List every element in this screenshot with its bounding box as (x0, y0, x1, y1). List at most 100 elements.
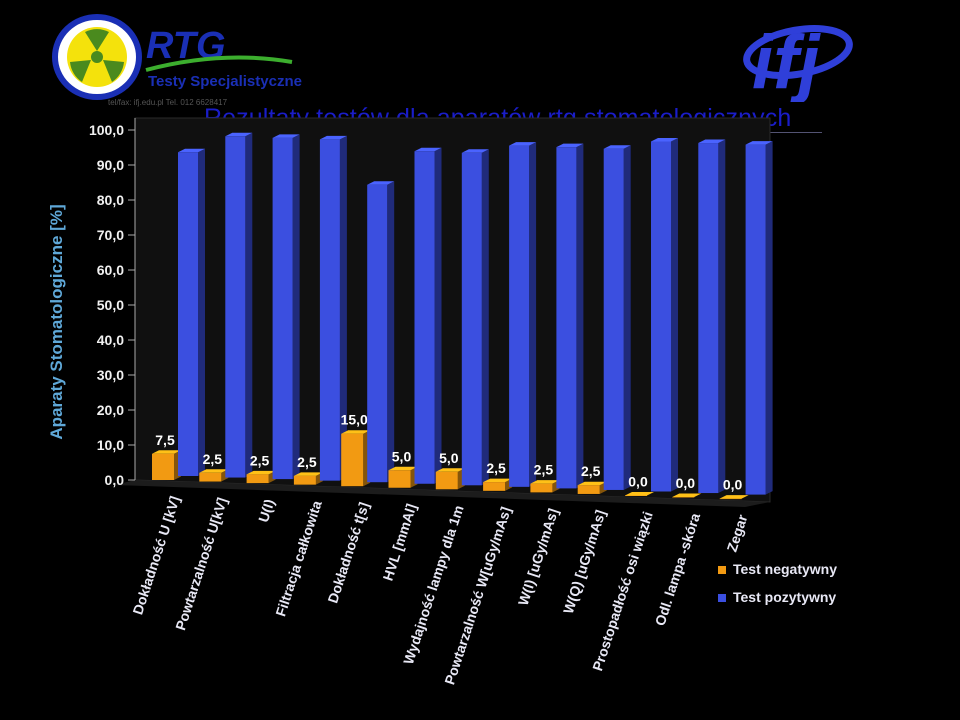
bar-positive-side (576, 143, 584, 489)
rtg-subtitle: Testy Specjalistyczne (148, 73, 302, 90)
x-tick-label: Filtracja całkowita (272, 498, 325, 618)
bar-positive-top (509, 142, 537, 146)
bar-positive-top (651, 138, 678, 142)
bar-positive-top (225, 132, 253, 137)
bar-positive-side (339, 135, 347, 481)
bar-negative (719, 498, 742, 500)
bar-positive-top (698, 139, 726, 144)
data-label-negative: 7,5 (155, 432, 175, 448)
bar-negative-top (152, 450, 181, 454)
x-tick-label: Odl. lampa -skóra (652, 511, 704, 628)
y-tick-label: 90,0 (97, 157, 124, 173)
legend-swatch (718, 566, 726, 574)
x-axis-labels: Dokładność U [kV]Powtarzalność U[kV] U(I)… (129, 494, 750, 687)
plot-floor (115, 480, 770, 507)
bar-positive-top (319, 135, 347, 140)
bar-positive-side (765, 141, 773, 495)
data-label-negative: 0,0 (628, 474, 648, 490)
bar-positive-side (529, 142, 537, 487)
bar-positive (745, 144, 766, 495)
bar-positive-top (367, 181, 395, 185)
bar-negative (199, 472, 222, 482)
ifj-brand: ifj (752, 20, 821, 102)
bar-negative (672, 497, 695, 498)
bar-negative (293, 475, 316, 485)
x-tick-label: W(Q) [uGy/mAs] (560, 508, 609, 616)
y-tick-label: 0,0 (105, 472, 125, 488)
bar-positive-top (414, 147, 442, 152)
bar-positive-side (671, 138, 678, 492)
bars: 7,5 2,5 2,5 2,5 15,0 5,0 5,0 2,5 2,5 2,5 0,0 0,0 0,0 (152, 132, 773, 500)
ifj-logo: ifj (743, 20, 853, 102)
data-label-negative: 2,5 (203, 451, 223, 467)
rtg-logo: RTG Testy Specjalistyczne tel/fax: ifj.e… (52, 14, 302, 107)
bar-positive-side (387, 181, 395, 483)
y-tick-label: 100,0 (89, 122, 124, 138)
data-label-negative: 0,0 (676, 475, 696, 491)
bar-negative-top (530, 480, 560, 484)
bar-positive (272, 137, 293, 480)
y-tick-label: 30,0 (97, 367, 124, 383)
x-tick-label: W(I) [uGy/mAs] (515, 506, 561, 607)
y-tick-label: 70,0 (97, 227, 124, 243)
bar-negative-top (199, 469, 229, 473)
bar-positive (556, 147, 577, 489)
data-label-negative: 5,0 (392, 448, 412, 464)
y-axis-title: Aparaty Stomatologiczne [%] (47, 204, 66, 439)
bar-positive-top (178, 148, 205, 153)
bar-positive (414, 151, 435, 484)
bar-positive-top (556, 143, 584, 148)
bar-positive-side (718, 139, 726, 494)
bar-positive-top (272, 134, 300, 138)
bar-negative-top (435, 468, 465, 472)
rtg-contact: tel/fax: ifj.edu.pl Tel. 012 6628417 (108, 98, 228, 107)
y-tick-label: 40,0 (97, 332, 124, 348)
y-tick-label: 80,0 (97, 192, 124, 208)
bar-negative (341, 433, 364, 487)
bar-negative (388, 470, 411, 488)
bar-negative (530, 483, 553, 493)
bar-positive (461, 152, 482, 486)
bar-negative-top (341, 430, 371, 434)
bar-negative-top (577, 481, 607, 486)
legend-swatch (718, 594, 726, 602)
bar-positive-side (623, 145, 631, 490)
y-tick-label: 10,0 (97, 437, 124, 453)
data-label-negative: 2,5 (297, 454, 317, 470)
data-label-negative: 2,5 (534, 462, 554, 478)
bar-positive (367, 184, 388, 483)
bar-negative-top (625, 492, 654, 496)
bar-positive-top (603, 145, 631, 149)
bar-negative-top (246, 470, 276, 475)
legend-label: Test negatywny (733, 561, 837, 577)
data-label-negative: 2,5 (486, 460, 506, 476)
bar-positive-side (292, 134, 300, 480)
bar-positive (698, 143, 719, 494)
bar-positive-side (481, 149, 489, 486)
y-tick-label: 60,0 (97, 262, 124, 278)
legend-label: Test pozytywny (733, 589, 836, 605)
y-tick-label: 50,0 (97, 297, 124, 313)
bar-negative (435, 471, 458, 490)
bar-negative (625, 495, 647, 496)
bar-positive (319, 139, 340, 481)
bar-positive (651, 141, 671, 492)
bar-positive-top (745, 141, 773, 145)
bar-positive-side (434, 147, 442, 484)
x-tick-label: U(I) (255, 497, 277, 524)
data-label-negative: 5,0 (439, 450, 459, 466)
data-label-negative: 2,5 (250, 452, 270, 468)
bar-positive-side (198, 148, 205, 476)
bar-positive (509, 145, 530, 487)
data-label-negative: 0,0 (723, 477, 743, 493)
legend: Test negatywny Test pozytywny (718, 561, 837, 605)
bar-negative (483, 482, 506, 491)
bar-positive-side (245, 132, 253, 478)
bar-positive (178, 152, 198, 476)
bar-negative (246, 474, 269, 484)
x-tick-label: HVL [mmAl] (379, 502, 419, 583)
x-tick-label: Zegar (723, 512, 750, 554)
bar-negative-top (388, 466, 418, 471)
bar-negative-top (719, 495, 749, 499)
